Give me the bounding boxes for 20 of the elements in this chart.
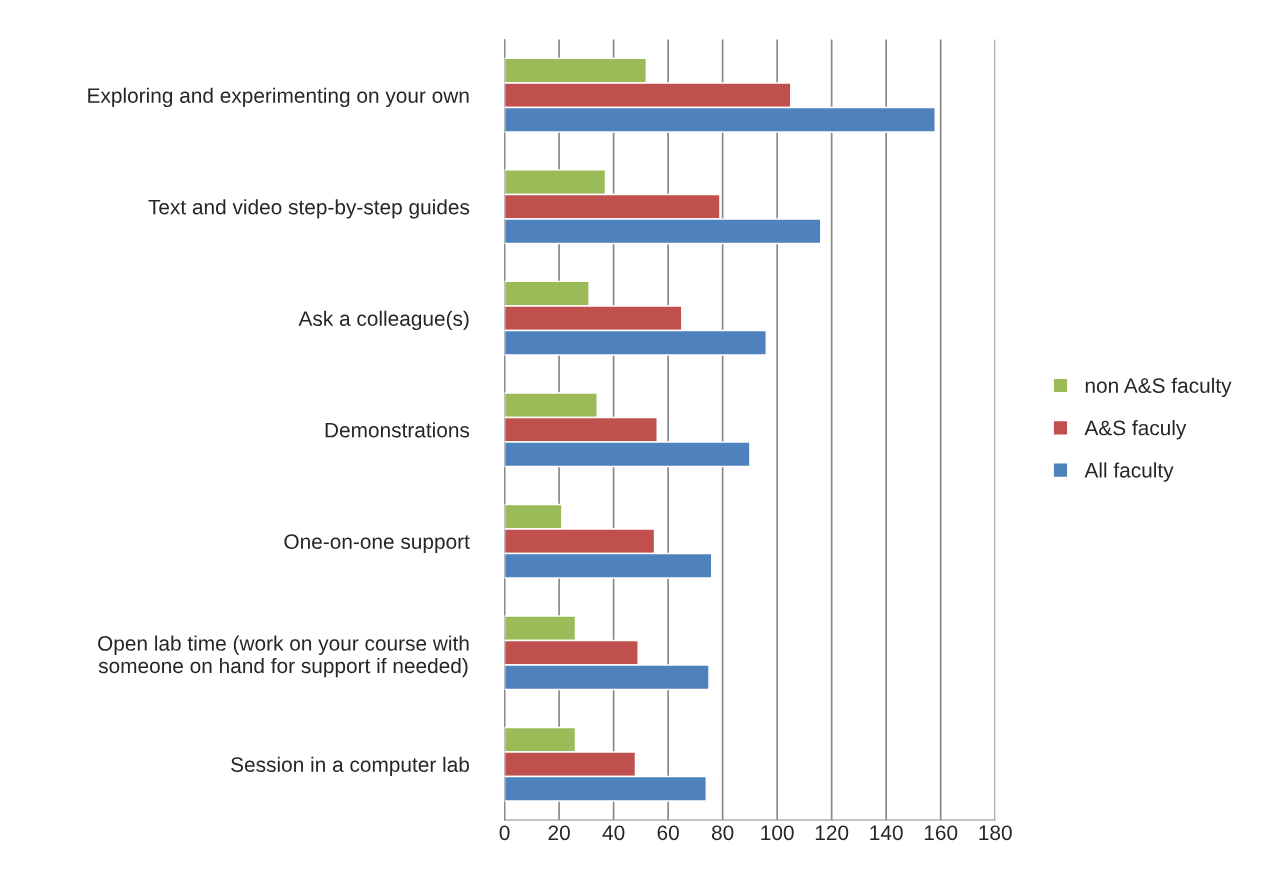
legend-label: A&S faculy [1084,420,1187,440]
x-tick-label: 80 [711,825,734,841]
x-tick-label: 180 [979,825,1012,841]
y-tick-label: Text and video step-by-step guides [148,199,470,219]
y-tick-label: Session in a computer lab [231,756,470,777]
x-tick-label: 40 [602,825,625,841]
y-tick-label: Ask a colleague(s) [298,310,469,331]
x-tick-label: 20 [548,825,570,841]
y-tick-label: Demonstrations [325,422,470,438]
legend-label: All faculty [1084,462,1174,482]
legend-label: non A&S faculty [1085,377,1232,398]
x-tick-label: 0 [499,825,510,841]
y-tick-label: One-on-one support [284,534,470,554]
x-tick-label: 140 [870,825,903,841]
y-tick-label: Exploring and experimenting on your own [88,87,469,108]
y-tick-label: Open lab time (work on your course with someone on hand for support if needed) [98,635,469,678]
x-tick-label: 160 [924,825,958,841]
x-tick-label: 60 [657,825,679,841]
x-tick-label: 120 [815,825,849,841]
x-tick-label: 100 [761,825,794,841]
